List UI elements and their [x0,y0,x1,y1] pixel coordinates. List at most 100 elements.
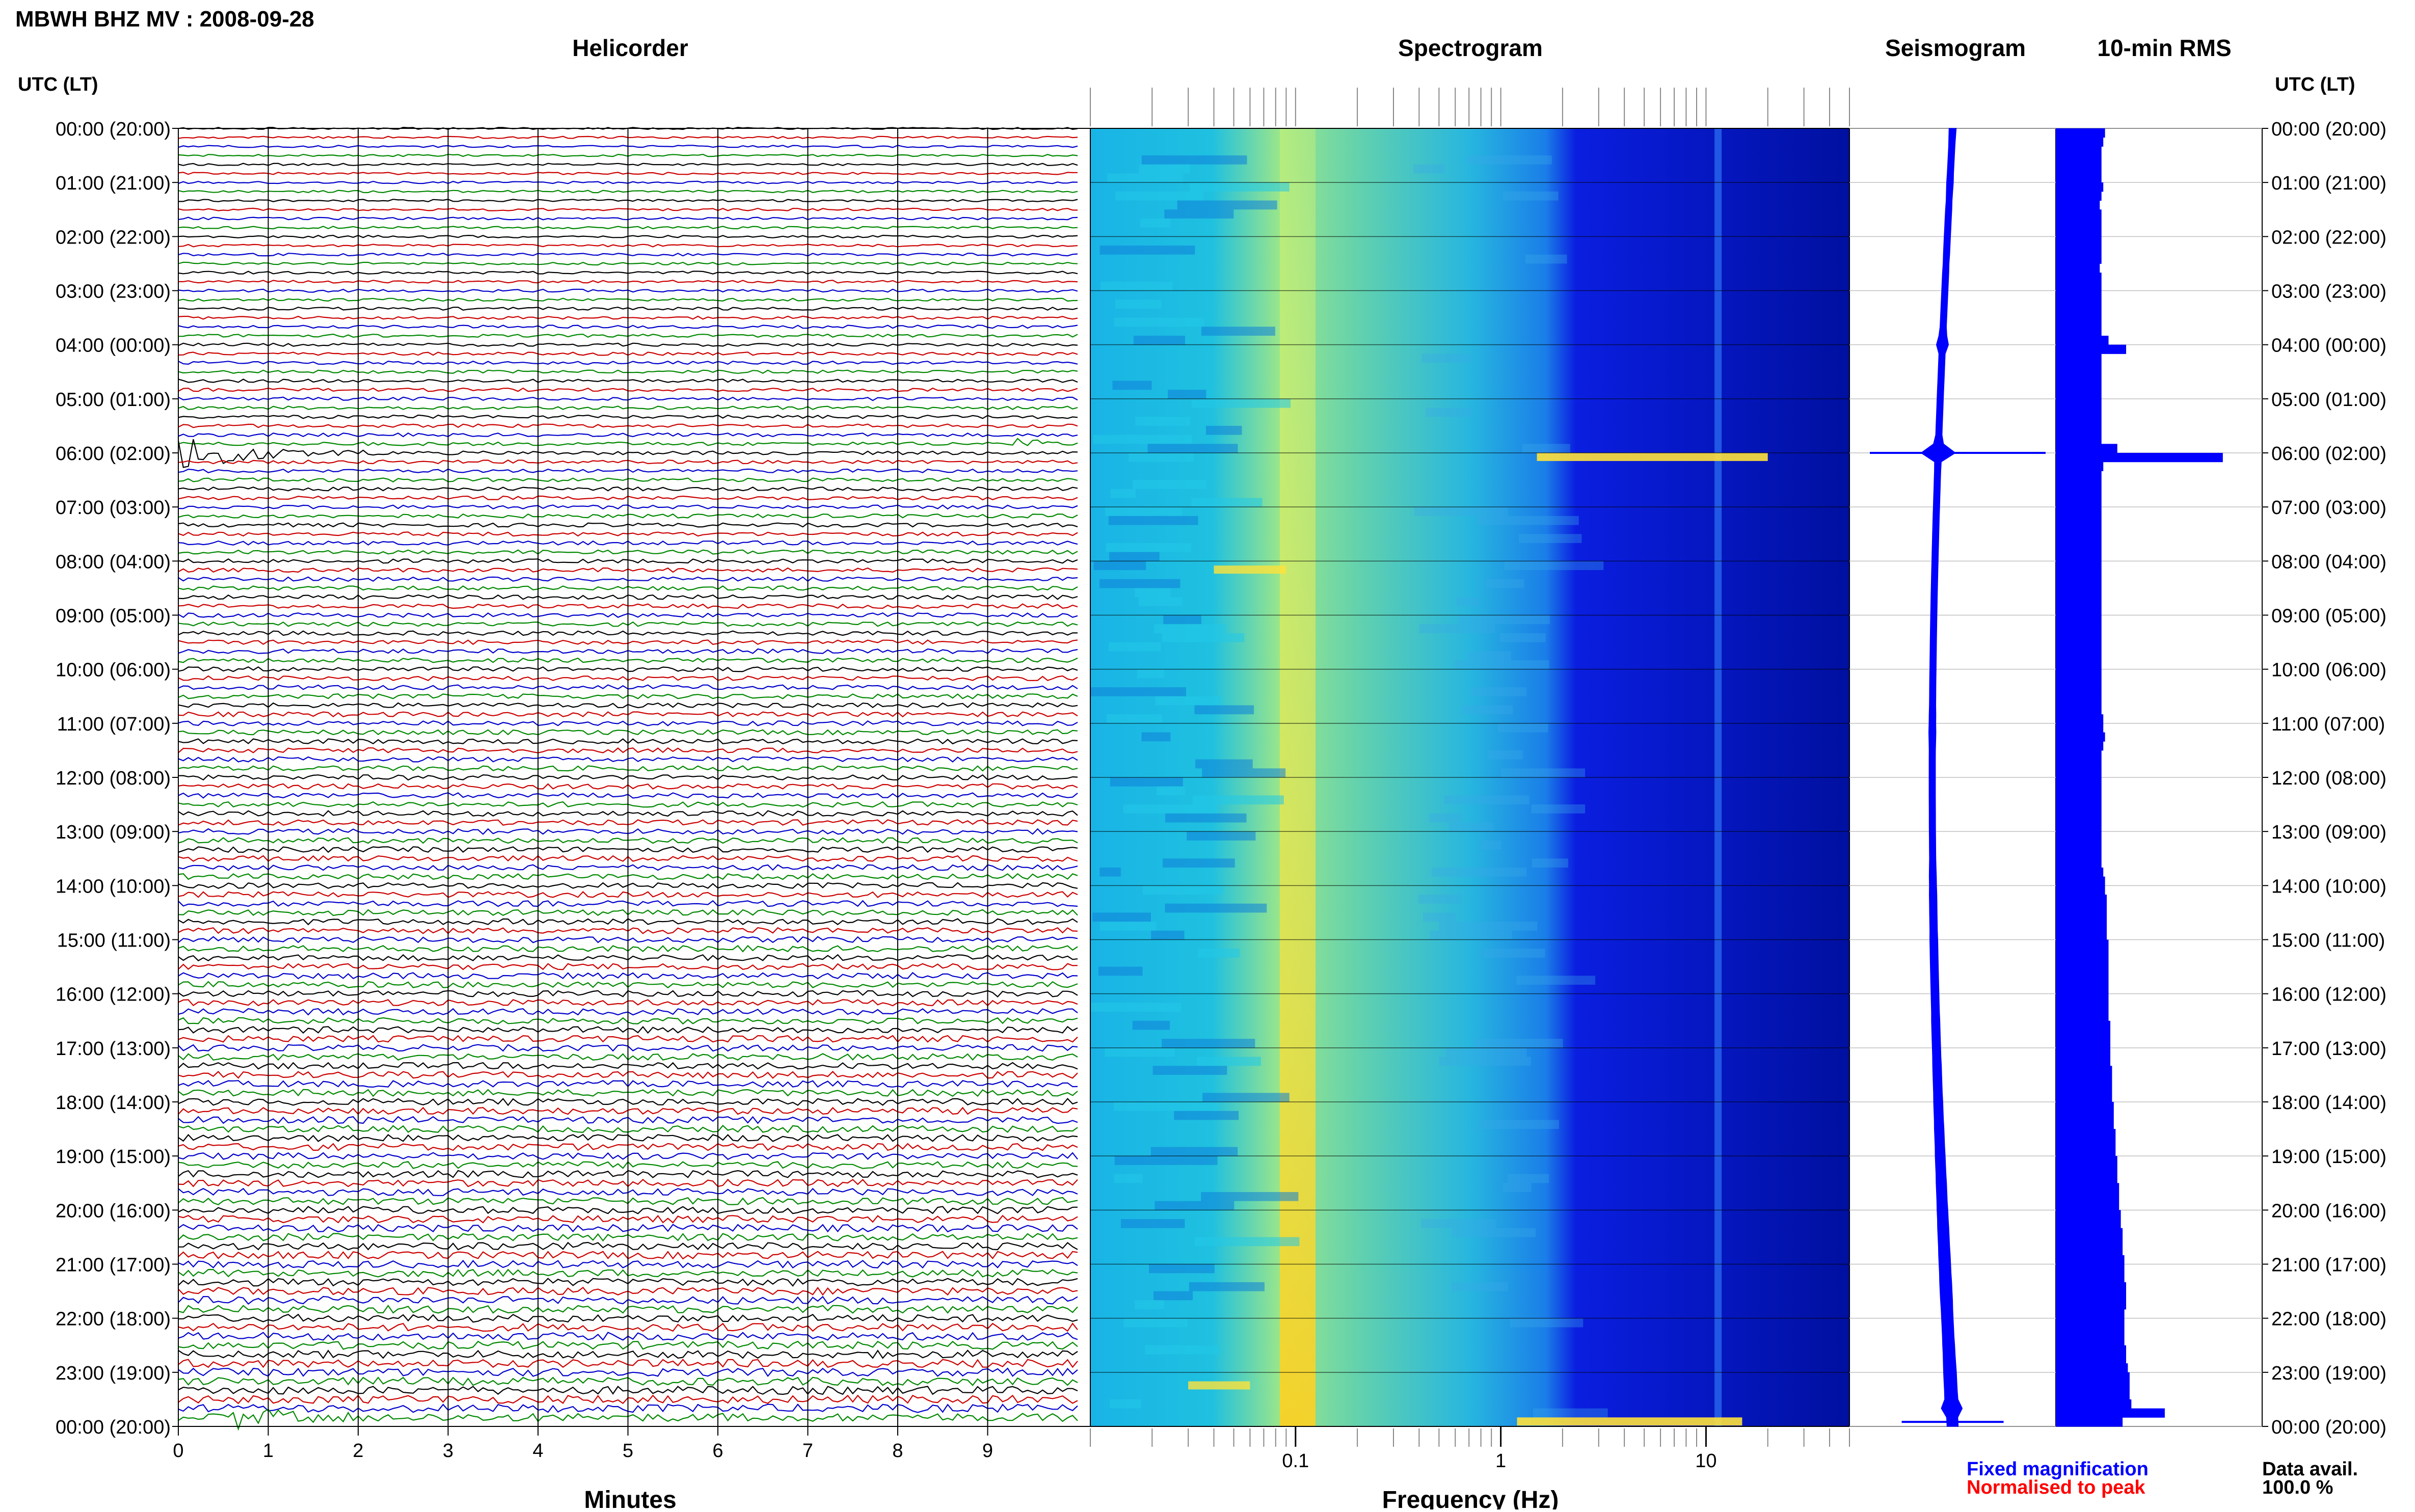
rms-bar [2056,191,2102,201]
spectrogram-event-line [1517,1417,1742,1426]
legend-fixed-magnification: Fixed magnification [1967,1459,2149,1480]
time-tick-label-left: 16:00 (12:00) [56,984,171,1006]
time-tick-label-right: 17:00 (13:00) [2271,1038,2386,1060]
spectrogram-row-band [1452,1282,1508,1291]
rms-bar [2056,1264,2125,1274]
time-tick-label-right: 11:00 (07:00) [2271,714,2385,735]
rms-bar [2056,398,2102,409]
rms-bar [2056,777,2102,787]
rms-bar [2056,732,2105,742]
spectrogram-row-band [1439,1057,1532,1066]
rms-bar [2056,922,2107,931]
rms-bar [2056,1246,2123,1256]
time-tick-label-right: 05:00 (01:00) [2271,389,2386,411]
spectrogram-row-band [1109,642,1161,652]
spectrogram-row-band [1426,408,1473,417]
spectrogram-row-band [1150,1147,1238,1156]
time-tick-label-left: 19:00 (15:00) [56,1146,171,1168]
time-tick-label-left: 06:00 (02:00) [56,443,171,465]
time-tick-label-left: 17:00 (13:00) [56,1038,171,1060]
rms-bar [2056,390,2102,399]
rms-bar [2056,705,2102,715]
rms-bar [2056,561,2102,571]
rms-bar [2056,669,2102,679]
minute-tick-label: 7 [802,1440,813,1462]
spectrogram-row-band [1092,912,1151,922]
rms-bar [2056,1273,2125,1283]
spectrogram-row-band [1443,795,1530,805]
spectrogram-row-band [1165,903,1267,913]
spectrogram-row-band [1123,1318,1188,1328]
rms-bar [2056,281,2102,291]
rms-bar [2056,308,2102,318]
rms-bar [2056,840,2102,850]
spectrogram-row-band [1106,543,1191,552]
rms-bar [2056,1381,2130,1391]
frequency-tick-label: 10 [1695,1450,1716,1472]
rms-bar [2056,570,2102,580]
spectrogram-row-band [1157,786,1186,796]
time-tick-label-right: 04:00 (00:00) [2271,335,2386,357]
spectrogram-row-band [1105,1047,1175,1057]
spectrogram-row-band [1141,732,1171,742]
spectrogram-row-band [1531,804,1586,814]
spectrogram-row-band [1149,1264,1215,1274]
time-tick-label-left: 00:00 (20:00) [56,1417,171,1438]
rms-bar [2056,1074,2112,1085]
rms-panel-title: 10-min RMS [2097,35,2231,61]
rms-bar [2056,723,2104,733]
spectrogram-row-band [1194,1237,1300,1247]
time-tick-label-left: 12:00 (08:00) [56,768,171,789]
spectrogram-row-band [1109,552,1160,561]
rms-bar [2056,425,2102,436]
spectrogram-row-band [1418,895,1461,904]
rms-bar [2056,795,2102,805]
spectrogram-row-band [1421,354,1471,363]
minute-tick-label: 4 [532,1440,543,1462]
rms-bar [2056,1345,2126,1355]
spectrogram-panel-title: Spectrogram [1398,35,1543,61]
rms-bar [2056,146,2102,156]
rms-bar [2056,1084,2112,1093]
rms-bar [2056,327,2102,336]
spectrogram-row-band [1110,1399,1141,1409]
rms-bar [2056,1174,2117,1183]
time-tick-label-right: 08:00 (04:00) [2271,551,2386,573]
rms-bar [2056,435,2102,444]
rms-bar [2056,1300,2126,1310]
spectrogram-row-band [1189,1282,1265,1291]
time-tick-label-left: 04:00 (00:00) [56,335,171,357]
rms-bar [2056,1066,2112,1075]
time-tick-label-left: 02:00 (22:00) [56,227,171,248]
spectrogram-row-band [1201,327,1275,336]
rms-bar [2056,1336,2125,1346]
rms-bar [2056,895,2107,904]
spectrogram-row-band [1155,1201,1235,1210]
spectrogram-row-band [1448,822,1494,832]
spectrogram-row-band [1481,840,1501,850]
frequency-tick-label: 0.1 [1282,1450,1309,1472]
rms-bar [2056,1057,2110,1066]
spectrogram-row-band [1101,281,1173,291]
rms-bar [2056,471,2102,480]
rms-bar [2056,182,2104,192]
spectrogram-row-band [1459,615,1550,625]
rms-bar [2056,903,2107,913]
spectrogram-row-band [1162,633,1245,642]
rms-bar [2056,678,2102,688]
rms-bar [2056,1363,2128,1373]
spectrogram-row-band [1498,723,1548,733]
spectrogram-row-band [1413,164,1445,174]
rms-bar [2056,1201,2119,1210]
rms-bar [2056,606,2102,615]
spectrogram-row-band [1467,651,1511,660]
spectrogram-row-band [1474,1039,1563,1048]
spectrogram-row-band [1439,922,1538,931]
minute-tick-label: 8 [892,1440,903,1462]
spectrogram-row-band [1110,777,1183,787]
time-tick-label-right: 13:00 (09:00) [2271,822,2386,843]
rms-bar [2056,254,2102,264]
rms-bar [2056,1255,2125,1264]
rms-bar [2056,1318,2125,1328]
